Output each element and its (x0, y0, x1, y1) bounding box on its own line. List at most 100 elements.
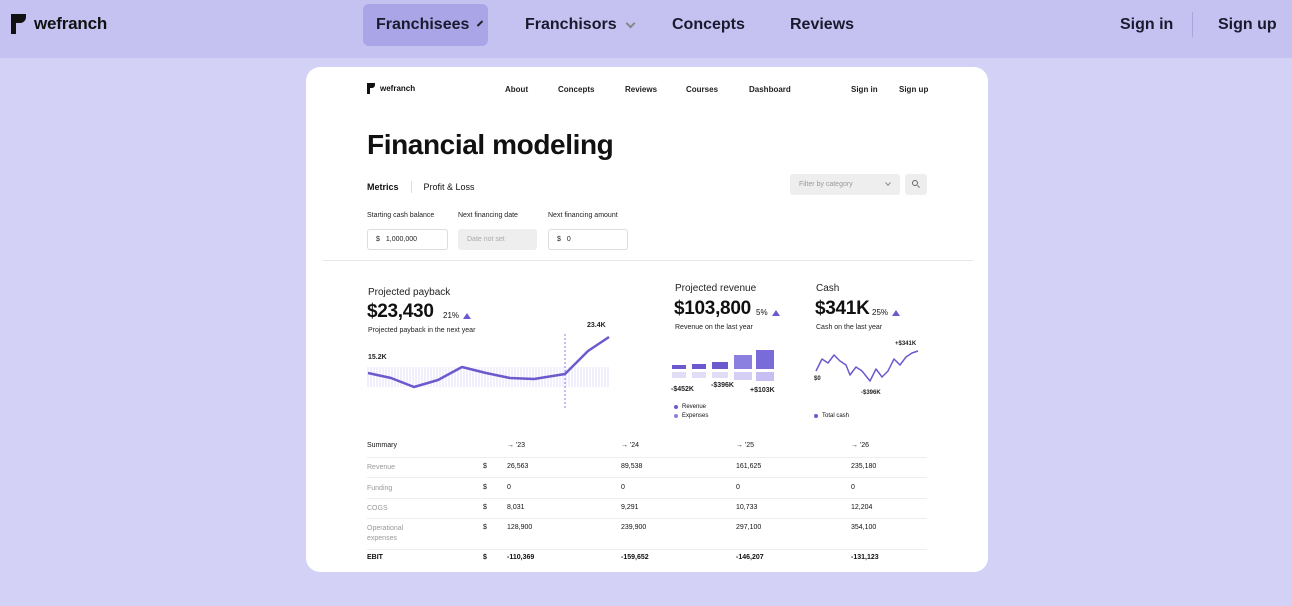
revenue-annotation: -$396K (711, 382, 734, 389)
sign-in-link[interactable]: Sign in (1120, 16, 1174, 33)
table-cell: 0 (851, 484, 855, 491)
table-cell: 354,100 (851, 524, 877, 531)
brand-name: wefranch (34, 14, 108, 33)
financing-amount-field: $ 0 (548, 229, 628, 250)
currency-symbol: $ (483, 554, 487, 561)
cash-pct-value: 25% (872, 308, 889, 317)
financing-date-value: Date not set (467, 236, 505, 243)
preview-sign-up: Sign up (899, 85, 929, 94)
nav-franchisees[interactable]: Franchisees (363, 4, 488, 46)
payback-high-label: 23.4K (587, 322, 606, 329)
table-cell: 297,100 (736, 524, 762, 531)
preview-nav-about: About (505, 85, 529, 94)
year-header: → '24 (621, 442, 640, 449)
trend-up-icon (892, 309, 901, 316)
table-row-label: COGS (367, 505, 388, 512)
nav-reviews[interactable]: Reviews (777, 4, 867, 46)
cash-line (815, 350, 919, 382)
table-cell: 161,625 (736, 463, 762, 470)
preview-sign-in: Sign in (851, 85, 878, 94)
year-header: → '23 (507, 442, 526, 449)
revenue-pct-value: 5% (756, 308, 768, 317)
table-cell: 10,733 (736, 504, 758, 511)
field-label-financing-amount: Next financing amount (548, 212, 618, 219)
revenue-bar-chart (672, 350, 774, 381)
chevron-down-icon (885, 180, 891, 186)
table-cell: -146,207 (736, 554, 764, 561)
legend-expenses: Expenses (674, 413, 708, 419)
payback-low-label: 15.2K (368, 354, 387, 361)
preview-nav-reviews: Reviews (625, 85, 658, 94)
currency-symbol: $ (557, 236, 561, 243)
legend-label: Total cash (822, 413, 850, 419)
currency-symbol: $ (483, 463, 487, 470)
brand-logo[interactable]: wefranch (11, 14, 107, 34)
table-cell: 0 (621, 484, 625, 491)
nav-divider (1192, 12, 1193, 37)
table-row-label: Revenue (367, 464, 396, 471)
currency-symbol: $ (376, 236, 380, 243)
preview-brand-logo: wefranch (367, 83, 415, 94)
field-label-financing-date: Next financing date (458, 212, 518, 219)
nav-reviews-label: Reviews (790, 16, 855, 33)
payback-value: $23,430 (367, 301, 434, 322)
trend-up-icon (771, 309, 780, 316)
legend-revenue: Revenue (674, 404, 706, 410)
expense-bar (756, 372, 774, 381)
currency-symbol: $ (483, 484, 487, 491)
filter-select: Filter by category (790, 174, 900, 195)
nav-concepts-label: Concepts (672, 16, 745, 33)
revenue-pct: 5% (756, 308, 780, 317)
preview-nav-courses: Courses (686, 85, 719, 94)
table-cell: 8,031 (507, 504, 525, 511)
trend-up-icon (463, 312, 472, 319)
row-divider (367, 477, 927, 478)
nav-concepts[interactable]: Concepts (659, 4, 758, 46)
table-row-label: EBIT (367, 554, 383, 561)
expense-bar (692, 372, 706, 378)
payback-pct: 21% (443, 311, 472, 320)
preview-brand-name: wefranch (380, 84, 416, 93)
payback-sub: Projected payback in the next year (368, 327, 476, 334)
revenue-value: $103,800 (674, 298, 751, 319)
cash-label: Cash (816, 283, 840, 294)
row-divider (367, 498, 927, 499)
table-cell: 9,291 (621, 504, 639, 511)
logo-icon (367, 83, 375, 94)
tab-profit-loss: Profit & Loss (423, 182, 475, 192)
revenue-label: Projected revenue (675, 283, 757, 294)
cash-line-chart (815, 350, 919, 382)
sign-up-link[interactable]: Sign up (1218, 16, 1277, 33)
revenue-sub: Revenue on the last year (675, 324, 753, 331)
financing-date-field: Date not set (458, 229, 537, 250)
currency-symbol: $ (483, 524, 487, 531)
page-title: Financial modeling (367, 129, 614, 160)
legend-total-cash: Total cash (814, 413, 849, 419)
preview-nav-dashboard: Dashboard (749, 85, 791, 94)
cash-sub: Cash on the last year (816, 324, 883, 331)
cash-pct: 25% (872, 308, 901, 317)
nav-franchisors[interactable]: Franchisors (512, 4, 647, 46)
row-divider (367, 549, 927, 550)
table-cell: 0 (736, 484, 740, 491)
legend-dot (674, 405, 678, 409)
currency-symbol: $ (483, 504, 487, 511)
payback-label: Projected payback (368, 287, 451, 298)
tab-divider (410, 181, 412, 193)
cash-annotation: +$341K (895, 341, 917, 347)
search-icon (912, 180, 918, 186)
legend-label: Expenses (682, 413, 709, 419)
starting-cash-value: 1,000,000 (385, 236, 418, 243)
legend-dot (674, 414, 678, 418)
revenue-bar (672, 365, 686, 369)
search-button (905, 174, 927, 195)
table-cell: 235,180 (851, 463, 877, 470)
table-row-label: Operational expenses (367, 525, 404, 542)
revenue-annotation: -$452K (671, 386, 694, 393)
table-cell: 26,563 (507, 463, 529, 470)
revenue-bar (756, 350, 774, 369)
expense-bar (712, 372, 728, 378)
dashboard-preview-image: wefranch About Concepts Reviews Courses … (306, 67, 988, 572)
preview-nav-concepts: Concepts (558, 85, 595, 94)
payback-line-chart (367, 334, 610, 409)
